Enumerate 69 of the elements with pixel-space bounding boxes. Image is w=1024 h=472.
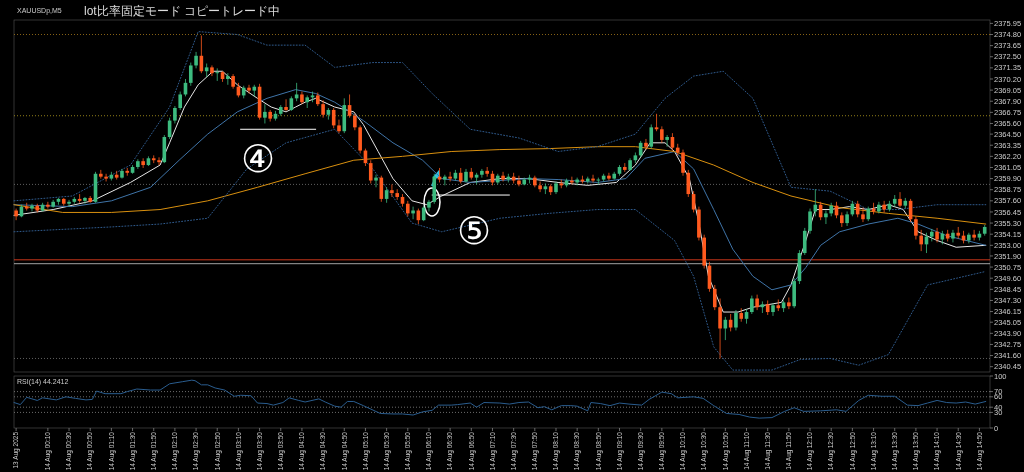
- candlestick: [226, 72, 230, 86]
- candlestick: [951, 229, 955, 243]
- candlestick: [390, 184, 394, 198]
- text: lot比率固定モード コピートレード中: [84, 4, 281, 18]
- candlestick: [104, 173, 108, 182]
- candlestick: [188, 62, 193, 87]
- candlestick: [210, 65, 214, 77]
- candlestick: [972, 229, 976, 241]
- candlestick: [437, 167, 442, 183]
- candlestick: [956, 226, 961, 239]
- candlestick: [136, 158, 140, 170]
- candlestick: [649, 124, 654, 150]
- line-series: [13, 379, 987, 419]
- candlestick: [596, 177, 601, 185]
- candlestick: [157, 156, 161, 166]
- line-series: [13, 31, 987, 211]
- candlestick: [712, 284, 717, 311]
- candlestick: [141, 157, 145, 169]
- candlestick: [665, 134, 669, 148]
- candlestick: [501, 171, 505, 182]
- candlestick: [771, 302, 775, 317]
- candlestick: [681, 149, 685, 177]
- candlestick: [30, 203, 34, 212]
- candlestick: [591, 174, 595, 183]
- candlestick: [67, 199, 71, 208]
- candlestick: [151, 154, 156, 164]
- candlestick: [538, 181, 542, 193]
- candlestick: [284, 98, 288, 112]
- candlestick: [734, 309, 738, 331]
- candlestick: [358, 125, 362, 154]
- candlestick: [898, 191, 902, 208]
- candlestick: [755, 294, 759, 311]
- candlestick: [644, 138, 648, 150]
- candlestick: [787, 297, 791, 310]
- candlestick: [83, 196, 87, 205]
- candlestick: [808, 208, 812, 235]
- candlestick: [448, 171, 452, 182]
- candlestick: [877, 201, 881, 214]
- candlestick: [125, 167, 130, 177]
- candlestick: [824, 210, 828, 225]
- candlestick: [882, 200, 886, 213]
- candlestick: [247, 84, 251, 94]
- candlestick: [24, 202, 29, 211]
- candlestick: [919, 229, 923, 252]
- candlestick: [607, 172, 611, 181]
- annotation: ⑤: [456, 208, 492, 253]
- annotation: ④: [240, 136, 276, 181]
- candlestick: [321, 99, 325, 119]
- candlestick: [480, 168, 484, 179]
- candlestick: [861, 207, 865, 223]
- candlestick: [427, 199, 431, 212]
- candlestick: [914, 215, 918, 240]
- candlestick: [263, 103, 267, 124]
- candlestick: [215, 67, 220, 82]
- candlestick: [802, 227, 807, 256]
- line-series: [13, 128, 987, 371]
- candlestick: [750, 295, 754, 315]
- candlestick: [718, 298, 722, 359]
- candlestick: [194, 51, 198, 69]
- candlestick: [935, 227, 939, 243]
- candlestick: [368, 159, 373, 184]
- candlestick: [845, 211, 849, 227]
- candlestick: [14, 208, 18, 221]
- candlestick: [178, 91, 182, 111]
- candlestick: [760, 301, 765, 314]
- candlestick: [337, 119, 341, 134]
- candlestick: [776, 299, 781, 312]
- candlestick: [46, 201, 50, 209]
- candlestick: [374, 174, 378, 188]
